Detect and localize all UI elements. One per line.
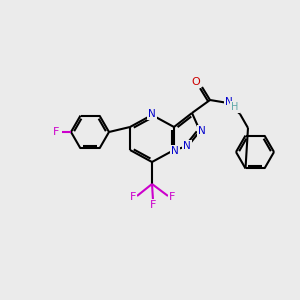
Text: F: F — [130, 192, 136, 202]
Text: N: N — [171, 146, 179, 156]
Text: F: F — [169, 192, 175, 202]
Text: N: N — [183, 141, 191, 151]
Text: N: N — [198, 126, 206, 136]
Text: O: O — [192, 77, 200, 87]
Text: H: H — [231, 102, 239, 112]
Text: N: N — [148, 109, 156, 119]
Text: N: N — [225, 97, 233, 107]
Text: F: F — [53, 127, 59, 137]
Text: F: F — [150, 200, 156, 210]
